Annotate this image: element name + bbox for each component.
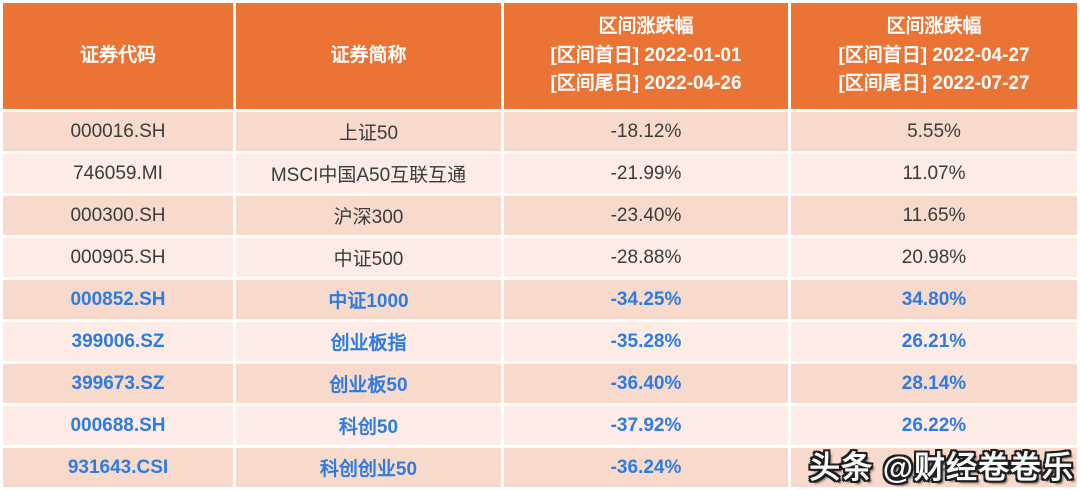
cell-chg-period1: -36.24%: [504, 448, 788, 487]
period2-end-date: [区间尾日] 2022-07-27: [838, 73, 1030, 95]
cell-code: 000852.SH: [3, 280, 233, 319]
cell-chg-period2: 30.24%: [791, 448, 1077, 487]
cell-name: 中证500: [236, 238, 501, 277]
col-header-name: 证券简称: [236, 3, 501, 109]
col-header-period1: 区间涨跌幅 [区间首日] 2022-01-01 [区间尾日] 2022-04-2…: [504, 3, 788, 109]
cell-name: 创业板指: [236, 322, 501, 361]
table-row: 000905.SH 中证500 -28.88% 20.98%: [3, 238, 1077, 277]
cell-chg-period1: -36.40%: [504, 364, 788, 403]
period1-start-date: [区间首日] 2022-01-01: [550, 44, 742, 66]
cell-code: 399006.SZ: [3, 322, 233, 361]
col-header-period2: 区间涨跌幅 [区间首日] 2022-04-27 [区间尾日] 2022-07-2…: [791, 3, 1077, 109]
cell-chg-period2: 26.22%: [791, 406, 1077, 445]
table-row-highlighted: 399673.SZ 创业板50 -36.40% 28.14%: [3, 364, 1077, 403]
cell-code: 746059.MI: [3, 154, 233, 193]
cell-name: 创业板50: [236, 364, 501, 403]
cell-name: 中证1000: [236, 280, 501, 319]
cell-code: 000300.SH: [3, 196, 233, 235]
table-row: 000300.SH 沪深300 -23.40% 11.65%: [3, 196, 1077, 235]
cell-chg-period1: -23.40%: [504, 196, 788, 235]
table-row: 000016.SH 上证50 -18.12% 5.55%: [3, 112, 1077, 151]
period1-end-date: [区间尾日] 2022-04-26: [550, 73, 742, 95]
table-row-highlighted: 931643.CSI 科创创业50 -36.24% 30.24%: [3, 448, 1077, 487]
cell-chg-period2: 26.21%: [791, 322, 1077, 361]
cell-code: 000905.SH: [3, 238, 233, 277]
header-row: 证券代码 证券简称 区间涨跌幅 [区间首日] 2022-01-01 [区间尾日]…: [3, 3, 1077, 109]
cell-chg-period2: 20.98%: [791, 238, 1077, 277]
cell-name: 科创创业50: [236, 448, 501, 487]
table-row: 746059.MI MSCI中国A50互联互通 -21.99% 11.07%: [3, 154, 1077, 193]
cell-name: 沪深300: [236, 196, 501, 235]
cell-chg-period1: -18.12%: [504, 112, 788, 151]
cell-name: 上证50: [236, 112, 501, 151]
cell-chg-period2: 5.55%: [791, 112, 1077, 151]
cell-chg-period2: 11.65%: [791, 196, 1077, 235]
cell-chg-period1: -37.92%: [504, 406, 788, 445]
cell-name: 科创50: [236, 406, 501, 445]
cell-chg-period2: 34.80%: [791, 280, 1077, 319]
cell-chg-period1: -28.88%: [504, 238, 788, 277]
cell-chg-period1: -21.99%: [504, 154, 788, 193]
table-row-highlighted: 000688.SH 科创50 -37.92% 26.22%: [3, 406, 1077, 445]
table-row-highlighted: 399006.SZ 创业板指 -35.28% 26.21%: [3, 322, 1077, 361]
col-header-code: 证券代码: [3, 3, 233, 109]
table-row-highlighted: 000852.SH 中证1000 -34.25% 34.80%: [3, 280, 1077, 319]
cell-chg-period1: -34.25%: [504, 280, 788, 319]
cell-chg-period2: 11.07%: [791, 154, 1077, 193]
cell-chg-period2: 28.14%: [791, 364, 1077, 403]
cell-chg-period1: -35.28%: [504, 322, 788, 361]
cell-code: 000016.SH: [3, 112, 233, 151]
period2-start-date: [区间首日] 2022-04-27: [838, 44, 1030, 66]
period1-title: 区间涨跌幅: [598, 16, 694, 38]
cell-code: 931643.CSI: [3, 448, 233, 487]
period2-title: 区间涨跌幅: [886, 16, 982, 38]
cell-name: MSCI中国A50互联互通: [236, 154, 501, 193]
cell-code: 399673.SZ: [3, 364, 233, 403]
cell-code: 000688.SH: [3, 406, 233, 445]
